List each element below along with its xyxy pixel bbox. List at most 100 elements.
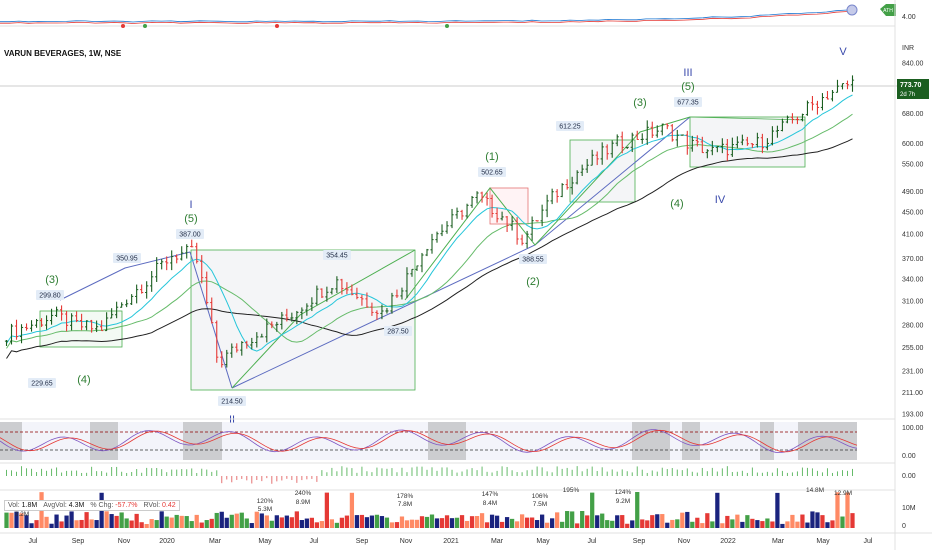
top-strip-value: 4.00 [902,14,916,21]
price-label-box [674,97,702,107]
wave-label: (5) [184,213,197,225]
price-tick: 600.00 [902,141,924,148]
trendlines [59,116,806,389]
rvol-value: 0.42 [162,501,176,509]
avgvol-label: AvgVol: [43,501,67,509]
price-tick: 193.00 [902,412,924,419]
price-label-box [556,121,584,131]
osc-tick-100: 100.00 [902,425,924,432]
volume-label: 178% [397,493,414,500]
price-label: 350.95 [116,256,138,263]
price-tick: 840.00 [902,61,924,68]
time-label: Jul [310,538,319,545]
wave-label: V [839,46,847,58]
wave-label: IV [715,194,726,206]
price-tick: 255.00 [902,345,924,352]
osc-shade [90,422,118,460]
volume-label: 120% [257,498,274,505]
chg-label: % Chg: [90,501,114,509]
price-label-box [519,254,547,264]
time-label: 2022 [720,538,736,545]
price-labels: 229.65 299.80 350.95 387.00 214.50 354.45 287.… [28,97,702,406]
wave-label: (3) [633,97,646,109]
price-tick: 231.00 [902,369,924,376]
volume-label: 14.8M [806,487,824,494]
wave-labels: (3) (4) I (5) (1) (2) (3) III (5) (4) IV V II [45,46,847,426]
price-tick: 211.00 [902,390,923,397]
time-label: Sep [356,538,369,545]
price-tick: 550.00 [902,162,924,169]
osc-shade [760,422,774,460]
time-axis[interactable]: Jul Sep Nov 2020 Mar May Jul Sep Nov 2021 Mar May Ju… [29,538,873,545]
last-price-value: 773.70 [900,82,922,89]
price-tick: 340.00 [902,276,924,283]
time-label: Nov [678,538,691,545]
strip-dot-red [121,24,125,28]
price-label: 354.45 [326,253,348,260]
time-label: Nov [118,538,131,545]
volume-label: 12.9M [834,490,852,497]
box-2021-red [489,187,529,225]
price-label: 299.80 [39,293,61,300]
time-label: May [536,538,550,545]
volume-label: 5.3M [258,506,272,513]
chg-value: -57.7% [115,501,138,509]
symbol-title: VARUN BEVERAGES, 1W, NSE [4,49,122,58]
ma-short [6,94,853,352]
rvol-label: RVol: [143,501,161,509]
time-label: Sep [633,538,646,545]
time-label: 2020 [159,538,175,545]
time-label: Mar [491,538,504,545]
osc-shade [428,422,466,460]
price-label-box [113,253,141,263]
price-tick: 370.00 [902,256,924,263]
volume-label: 7.8M [398,501,412,508]
pattern-boxes [39,116,806,391]
last-price-tag [897,79,929,99]
volume-tick-10m: 10M [902,505,916,512]
price-label-box [36,290,64,300]
impulse-line-1 [231,249,416,389]
price-label-box [218,396,246,406]
vol-value: 1.8M [21,501,38,509]
price-label: 287.50 [387,329,409,336]
strip-current-dot [846,4,858,16]
price-label-box [323,250,351,260]
wave-label: (3) [45,274,58,286]
volume-label: 8.4M [483,500,497,507]
osc-k-line [0,429,858,454]
price-label: 502.65 [481,170,503,177]
time-label: Nov [400,538,413,545]
price-tick: 680.00 [902,111,924,118]
time-label: Mar [209,538,222,545]
wave-label: (4) [77,374,90,386]
oscillator-pane: 100.00 0.00 [0,418,924,460]
volume-label: 7.5M [533,501,547,508]
wave-label: (1) [485,151,498,163]
price-label: 229.65 [31,381,53,388]
wave-label: III [683,67,692,79]
price-tick: 310.00 [902,298,924,305]
hist-tick-0: 0.00 [902,473,916,480]
avgvol-value: 4.3M [68,501,85,509]
osc-shade [798,422,857,460]
stats-box: Vol: 1.8M AvgVol: 4.3M % Chg: -57.7% RVo… [4,499,180,511]
price-tick: 450.00 [902,209,924,216]
strip-line-2 [0,10,856,24]
volume-label: 195% [563,487,580,494]
volume-pane: 3.2M 120%5.3M 240% 8.9M 178%7.8M 147% 8.4M 106%… [0,487,916,530]
price-label: 388.55 [522,257,544,264]
price-label-box [478,167,506,177]
volume-label: 9.2M [616,498,630,505]
time-label: Mar [772,538,785,545]
time-label: May [816,538,830,545]
price-label: 214.50 [221,399,243,406]
time-label: Jul [864,538,873,545]
ath-badge [880,4,896,16]
price-bars [4,75,855,368]
price-label-box [384,326,412,336]
time-label: 2021 [443,538,459,545]
